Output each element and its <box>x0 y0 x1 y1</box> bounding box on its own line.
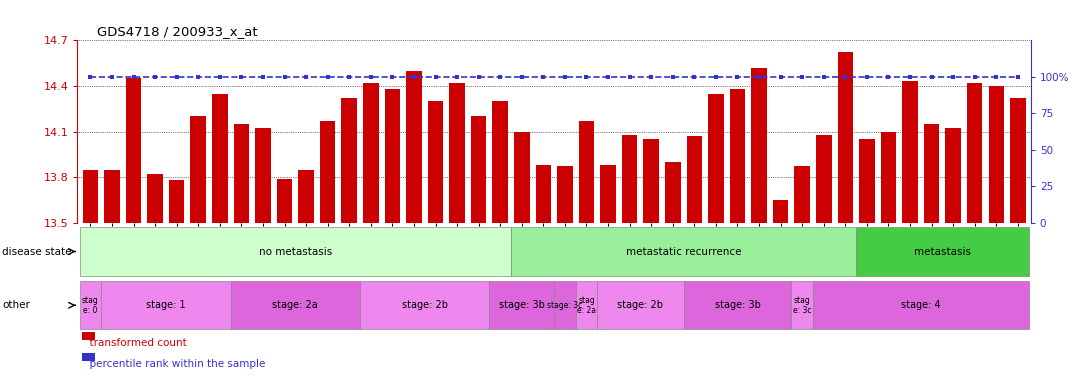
Text: stage: 3c: stage: 3c <box>548 301 582 310</box>
Bar <box>576 281 597 329</box>
Bar <box>683 281 791 329</box>
Bar <box>126 78 141 223</box>
Bar <box>360 281 490 329</box>
Bar <box>384 89 400 223</box>
Bar <box>406 71 422 223</box>
Bar <box>903 81 918 223</box>
Bar <box>708 94 724 223</box>
Bar <box>536 165 551 223</box>
Bar <box>83 169 98 223</box>
Bar <box>643 139 659 223</box>
Text: stage: 3b: stage: 3b <box>499 300 544 310</box>
Text: GDS4718 / 200933_x_at: GDS4718 / 200933_x_at <box>97 25 257 38</box>
Bar <box>579 121 594 223</box>
Bar <box>791 281 813 329</box>
Bar <box>320 121 336 223</box>
Bar <box>856 227 1029 276</box>
Text: stage: 3b: stage: 3b <box>714 300 761 310</box>
Text: other: other <box>2 300 30 310</box>
Bar <box>557 167 572 223</box>
Bar <box>428 101 443 223</box>
Text: metastatic recurrence: metastatic recurrence <box>626 247 741 257</box>
Text: transformed count: transformed count <box>83 338 186 348</box>
Bar <box>471 116 486 223</box>
Bar <box>101 281 230 329</box>
Bar <box>490 281 554 329</box>
Text: disease state: disease state <box>2 247 72 257</box>
Text: stage: 4: stage: 4 <box>901 300 940 310</box>
Bar <box>816 134 832 223</box>
Bar <box>277 179 293 223</box>
Bar <box>967 83 982 223</box>
Bar <box>1010 98 1025 223</box>
Bar <box>255 129 271 223</box>
Bar <box>946 129 961 223</box>
Bar <box>686 136 703 223</box>
Bar <box>924 124 939 223</box>
Bar <box>230 281 360 329</box>
Bar <box>212 94 228 223</box>
Bar <box>298 169 314 223</box>
Bar <box>80 281 101 329</box>
Text: percentile rank within the sample: percentile rank within the sample <box>83 359 265 369</box>
Bar <box>514 132 529 223</box>
Bar <box>363 83 379 223</box>
Bar <box>751 68 767 223</box>
Text: stage: 2a: stage: 2a <box>272 300 318 310</box>
Text: metastasis: metastasis <box>914 247 971 257</box>
Bar <box>773 200 789 223</box>
Bar <box>794 167 810 223</box>
Bar <box>233 124 250 223</box>
Bar <box>341 98 357 223</box>
Bar <box>880 132 896 223</box>
Bar <box>511 227 856 276</box>
Bar <box>859 139 875 223</box>
Bar <box>837 53 853 223</box>
Bar <box>600 165 615 223</box>
Text: stage: 1: stage: 1 <box>146 300 186 310</box>
Bar <box>80 227 511 276</box>
Text: stag
e: 2a: stag e: 2a <box>577 296 596 315</box>
Bar <box>622 134 637 223</box>
Bar <box>493 101 508 223</box>
Text: stage: 2b: stage: 2b <box>401 300 448 310</box>
Text: stag
e: 3c: stag e: 3c <box>793 296 811 315</box>
Bar <box>554 281 576 329</box>
Bar <box>597 281 683 329</box>
Bar <box>989 86 1004 223</box>
Text: stage: 2b: stage: 2b <box>618 300 664 310</box>
Bar <box>169 180 184 223</box>
Bar <box>450 83 465 223</box>
Bar <box>665 162 680 223</box>
Text: no metastasis: no metastasis <box>258 247 331 257</box>
Bar <box>147 174 162 223</box>
Bar <box>813 281 1029 329</box>
Text: stag
e: 0: stag e: 0 <box>82 296 99 315</box>
Bar <box>730 89 746 223</box>
Bar <box>104 169 119 223</box>
Bar <box>190 116 206 223</box>
